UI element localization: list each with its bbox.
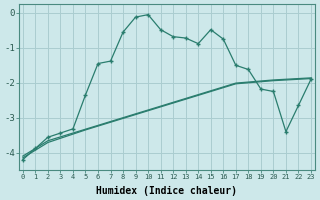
- X-axis label: Humidex (Indice chaleur): Humidex (Indice chaleur): [96, 186, 237, 196]
